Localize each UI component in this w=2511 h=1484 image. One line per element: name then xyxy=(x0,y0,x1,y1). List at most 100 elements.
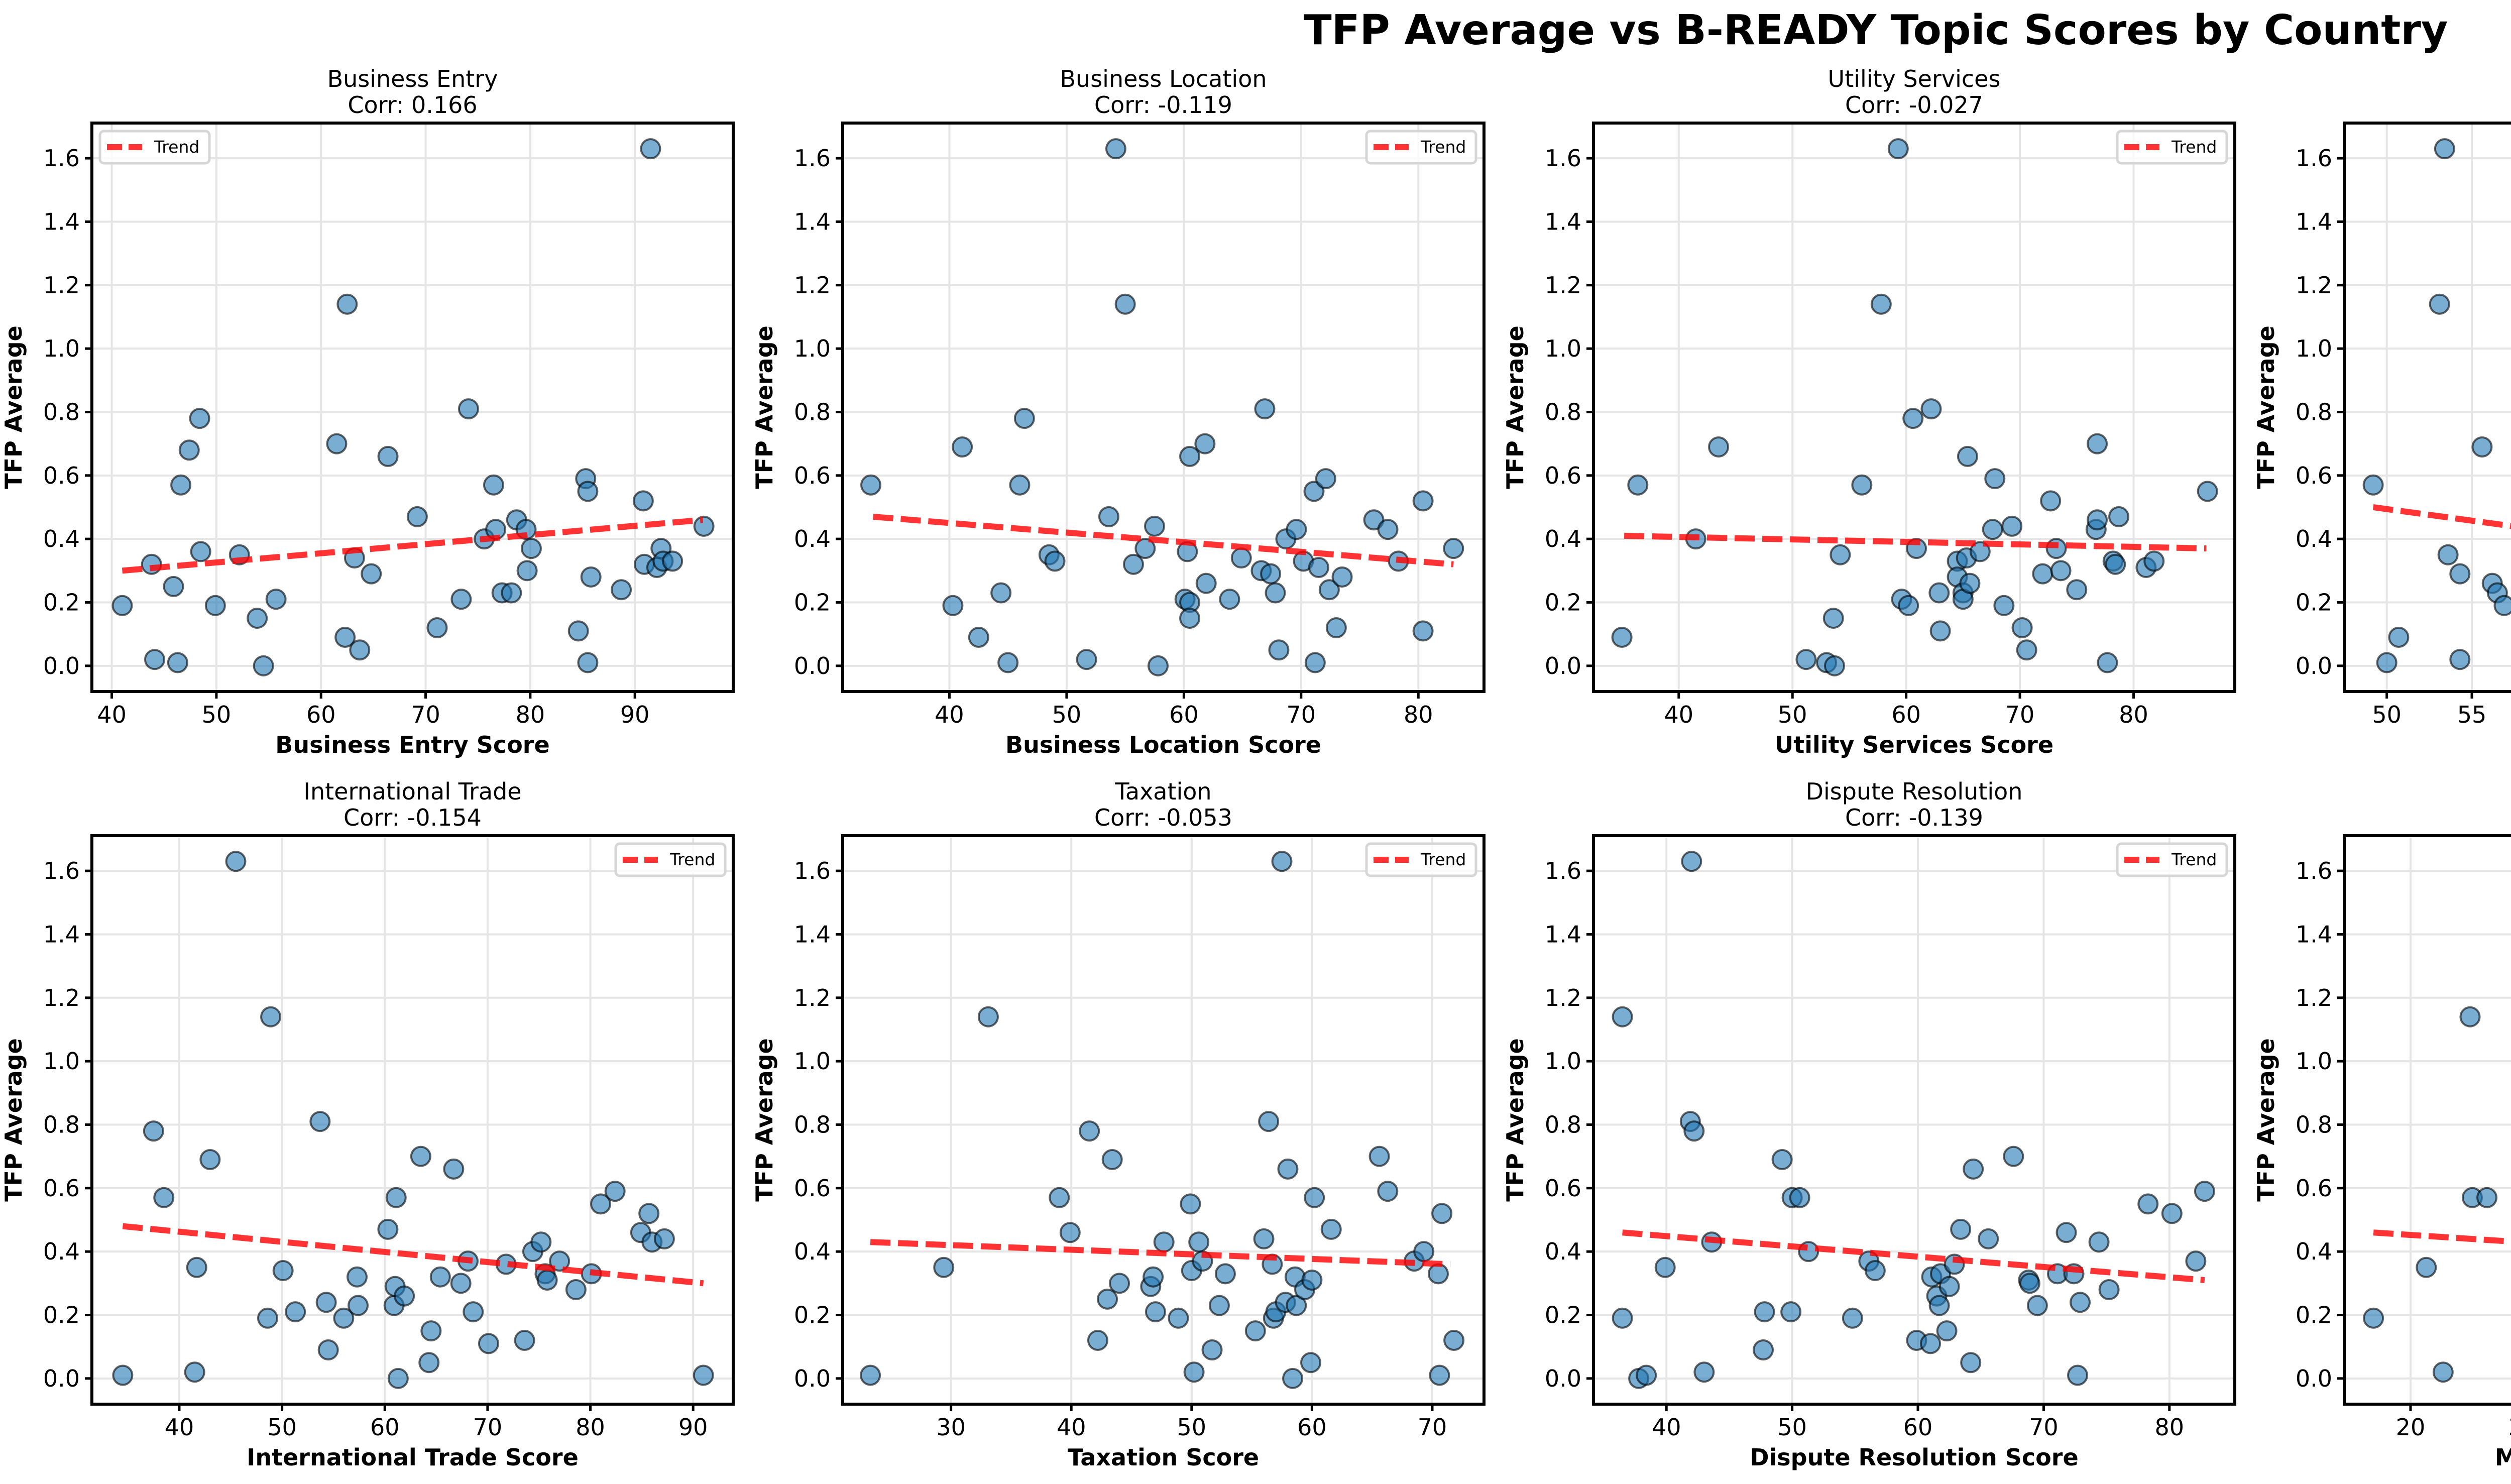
x-tick-label: 50 xyxy=(267,1414,297,1441)
subplot-title: Business Location xyxy=(1060,65,1267,92)
data-point xyxy=(2432,1361,2454,1383)
data-point xyxy=(565,1279,587,1300)
data-point xyxy=(2459,1006,2481,1028)
x-tick-label: 40 xyxy=(1652,1414,1681,1441)
figure-title: TFP Average vs B-READY Topic Scores by C… xyxy=(1304,7,2448,54)
data-point xyxy=(394,1285,415,1307)
data-point xyxy=(1079,1120,1100,1142)
x-tick-label: 70 xyxy=(2005,701,2035,728)
x-tick-label: 60 xyxy=(1903,1414,1933,1441)
data-point xyxy=(1153,1231,1175,1253)
data-point xyxy=(260,1006,282,1028)
data-point xyxy=(1097,1288,1118,1310)
y-tick-label: 0.0 xyxy=(794,652,831,679)
data-point xyxy=(1427,1263,1449,1285)
scatter-points xyxy=(112,851,714,1389)
data-point xyxy=(265,589,287,610)
grid-lines xyxy=(2344,123,2511,692)
data-point xyxy=(2019,1273,2040,1294)
data-point xyxy=(968,626,989,648)
x-tick-label: 30 xyxy=(2508,1414,2511,1441)
data-point xyxy=(514,1330,535,1351)
data-point xyxy=(2161,1203,2183,1224)
data-point xyxy=(1950,1218,1972,1240)
data-point xyxy=(315,1292,337,1313)
legend-label: Trend xyxy=(2171,137,2217,157)
data-point xyxy=(1059,1222,1081,1243)
legend: Trend xyxy=(2116,842,2228,877)
data-point xyxy=(1611,626,1633,648)
y-tick-label: 1.4 xyxy=(2296,208,2332,235)
x-tick-label: 40 xyxy=(1057,1414,1086,1441)
x-tick-label: 80 xyxy=(1404,701,1433,728)
x-tick-label: 70 xyxy=(1418,1414,1447,1441)
data-point xyxy=(2067,1364,2089,1386)
data-point xyxy=(640,138,661,160)
x-tick-label: 50 xyxy=(2372,701,2402,728)
trend-line xyxy=(2373,1229,2511,1245)
x-tick-label: 30 xyxy=(936,1414,966,1441)
subplot-title: Dispute Resolution xyxy=(1806,778,2023,805)
y-tick-label: 1.4 xyxy=(43,921,80,948)
data-point xyxy=(111,595,133,616)
data-point xyxy=(1982,519,2003,540)
x-tick-label: 70 xyxy=(473,1414,503,1441)
data-point xyxy=(1413,1241,1435,1263)
data-point xyxy=(2476,1187,2498,1208)
y-tick-label: 1.0 xyxy=(2296,1048,2332,1075)
x-tick-label: 40 xyxy=(165,1414,194,1441)
data-point xyxy=(1693,1361,1715,1383)
y-tick-label: 0.4 xyxy=(794,1238,831,1265)
trend-line xyxy=(870,1239,1451,1268)
data-point xyxy=(1308,557,1329,579)
y-tick-label: 0.2 xyxy=(794,1301,831,1328)
subplot-labor: LaborCorr: -0.21550556065707580850.00.20… xyxy=(2252,122,2511,728)
data-point xyxy=(1920,1333,1942,1354)
data-point xyxy=(1201,1339,1223,1360)
data-point xyxy=(2003,1146,2024,1167)
data-point xyxy=(426,617,448,639)
axes-frame xyxy=(2343,834,2511,1406)
data-point xyxy=(178,439,200,461)
y-tick-label: 1.2 xyxy=(794,984,831,1011)
data-point xyxy=(186,1257,207,1278)
data-point xyxy=(204,595,226,616)
legend-label: Trend xyxy=(1420,137,1466,157)
y-tick-label: 1.4 xyxy=(43,208,80,235)
y-tick-label: 0.0 xyxy=(2296,1365,2332,1392)
x-tick-label: 60 xyxy=(306,701,336,728)
x-axis-label: Business Entry Score xyxy=(275,731,549,758)
y-tick-label: 1.6 xyxy=(2296,857,2332,884)
data-point xyxy=(1144,515,1165,537)
data-point xyxy=(483,474,504,496)
data-point xyxy=(1960,1352,1982,1374)
data-point xyxy=(952,436,973,458)
data-point xyxy=(377,1218,399,1240)
data-point xyxy=(349,639,371,661)
data-point xyxy=(1230,547,1252,569)
data-point xyxy=(1304,1187,1325,1208)
data-point xyxy=(1824,655,1846,676)
data-point xyxy=(1260,563,1282,585)
y-tick-label: 0.2 xyxy=(2296,1301,2332,1328)
data-point xyxy=(1143,1266,1164,1288)
data-point xyxy=(1431,1203,1453,1224)
data-point xyxy=(536,1270,558,1291)
x-tick-label: 70 xyxy=(1287,701,1316,728)
data-point xyxy=(2376,652,2398,673)
y-tick-label: 1.2 xyxy=(2296,984,2332,1011)
axes-frame xyxy=(2343,122,2511,693)
data-point xyxy=(1612,1006,1633,1028)
subplot-title: Business Entry xyxy=(327,65,498,92)
y-tick-label: 0.8 xyxy=(43,1111,80,1138)
axes-frame xyxy=(1592,834,2236,1406)
data-point xyxy=(1315,468,1336,490)
x-tick-label: 60 xyxy=(1297,1414,1327,1441)
data-point xyxy=(1258,1111,1280,1132)
legend-box xyxy=(2116,842,2228,877)
data-point xyxy=(1219,589,1240,610)
data-point xyxy=(1268,639,1290,661)
